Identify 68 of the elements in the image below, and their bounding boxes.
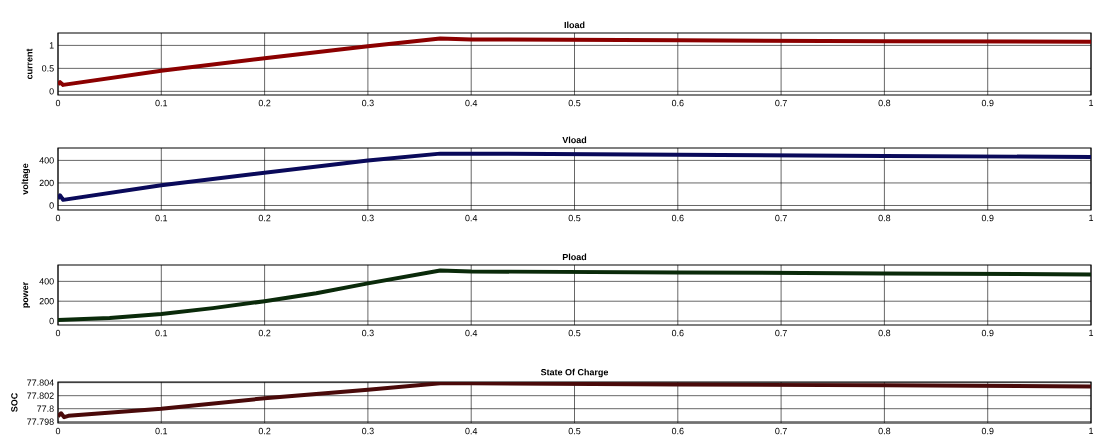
chart-title: Pload: [562, 253, 587, 261]
x-tick-label: 0.3: [362, 329, 374, 337]
x-tick-label: 0.9: [981, 99, 994, 107]
x-tick-label: 0.1: [155, 214, 168, 222]
x-tick-label: 1: [1089, 99, 1094, 107]
line-series: [58, 382, 1091, 420]
x-tick-label: 0.2: [258, 329, 271, 337]
y-tick-label: 77.802: [27, 392, 54, 399]
x-tick-label: 0.3: [362, 99, 374, 107]
y-axis-title: voltage: [21, 163, 30, 195]
x-tick-label: 0.3: [362, 427, 374, 435]
x-tick-label: 0.2: [258, 214, 271, 222]
x-tick-label: 0.4: [465, 99, 478, 107]
y-tick-label: 200: [39, 298, 54, 305]
x-tick-label: 0.4: [465, 329, 478, 337]
x-tick-label: 0.2: [258, 99, 271, 107]
y-axis-title: power: [23, 281, 30, 308]
y-tick-label: 77.8: [37, 405, 54, 412]
y-tick-label: 400: [39, 278, 54, 285]
x-tick-label: 0.4: [465, 214, 478, 222]
x-tick-label: 0.9: [981, 427, 994, 435]
y-tick-label: 400: [39, 157, 54, 164]
x-tick-label: 0.2: [258, 427, 271, 435]
y-axis-title: SOC: [11, 393, 18, 412]
x-tick-label: 0: [55, 427, 61, 435]
x-tick-label: 0.8: [878, 427, 891, 435]
y-tick-label: 77.804: [27, 379, 54, 386]
x-tick-label: 1: [1089, 214, 1094, 222]
x-tick-label: 0.6: [671, 214, 684, 222]
y-tick-label: 0: [49, 202, 54, 209]
x-tick-label: 0.6: [671, 427, 684, 435]
x-tick-label: 0.6: [671, 99, 684, 107]
x-tick-label: 0: [55, 329, 61, 337]
y-tick-label: 77.798: [27, 418, 54, 425]
x-tick-label: 0: [55, 214, 61, 222]
chart-title: Vload: [562, 136, 587, 144]
x-tick-label: 0.8: [878, 214, 891, 222]
x-tick-label: 0.5: [568, 329, 581, 337]
y-tick-label: 200: [39, 179, 54, 187]
x-tick-label: 0.7: [775, 214, 787, 222]
x-tick-label: 0.5: [568, 99, 581, 107]
y-tick-label: 0.5: [42, 65, 54, 72]
x-tick-label: 0.6: [671, 329, 684, 337]
y-tick-label: 0: [49, 317, 54, 325]
x-tick-label: 1: [1089, 427, 1094, 435]
x-tick-label: 0.4: [465, 427, 478, 435]
x-tick-label: 0.7: [775, 329, 787, 337]
chart-title: Iload: [564, 21, 585, 29]
line-series: [58, 268, 1091, 323]
x-tick-label: 0.9: [981, 329, 994, 337]
x-tick-label: 0.7: [775, 99, 787, 107]
x-tick-label: 0.3: [362, 214, 374, 222]
x-tick-label: 0.8: [878, 99, 891, 107]
x-tick-label: 0.5: [568, 427, 581, 435]
x-tick-label: 0.1: [155, 329, 168, 337]
x-tick-label: 0.7: [775, 427, 787, 435]
x-tick-label: 0.8: [878, 329, 891, 337]
x-tick-label: 0: [55, 99, 61, 107]
x-tick-label: 0.1: [155, 99, 168, 107]
x-tick-label: 0.1: [155, 427, 168, 435]
y-tick-label: 1: [49, 42, 54, 49]
x-tick-label: 1: [1089, 329, 1094, 337]
chart-title: State Of Charge: [540, 368, 609, 378]
y-tick-label: 0: [49, 88, 54, 95]
y-axis-title: current: [26, 48, 33, 80]
x-tick-label: 0.5: [568, 214, 581, 222]
line-series: [58, 36, 1091, 87]
x-tick-label: 0.9: [981, 214, 994, 222]
